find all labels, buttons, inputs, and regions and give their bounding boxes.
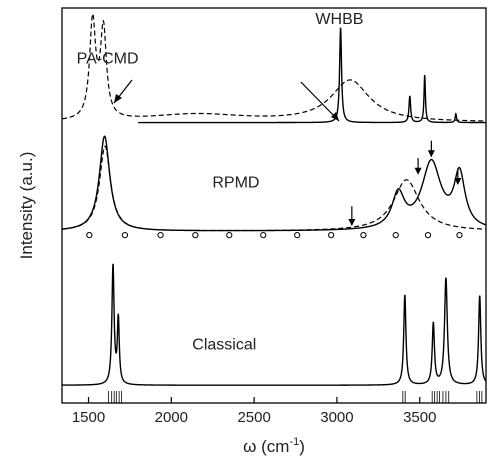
whbb-pointer-arrow (300, 81, 340, 122)
series-classical (62, 263, 487, 386)
x-tick-label: 2500 (237, 409, 270, 426)
arrow-marker (454, 168, 462, 185)
circle-marker (260, 232, 267, 239)
circle-marker (294, 232, 301, 239)
curves-layer (61, 12, 487, 386)
circle-marker (192, 232, 199, 239)
arrow-marker (348, 206, 356, 227)
circle-marker (392, 232, 399, 239)
label-whbb: WHBB (315, 11, 363, 28)
circle-marker (456, 232, 463, 239)
x-axis-label-main: ω (cm (243, 437, 289, 456)
arrow-marker (414, 158, 422, 175)
x-tick-label: 2000 (155, 409, 188, 426)
y-axis-label: Intensity (a.u.) (17, 152, 36, 260)
circle-marker (121, 232, 129, 239)
pa-cmd-pointer-arrow (113, 79, 133, 104)
plot-frame (61, 7, 487, 404)
x-axis-label-close: ) (299, 437, 305, 456)
x-axis-ticks: 1500 2000 2500 3000 3500 (72, 397, 436, 426)
circle-marker (360, 232, 367, 239)
x-tick-label: 3000 (320, 409, 353, 426)
x-tick-label: 1500 (72, 409, 105, 426)
circle-marker (86, 232, 93, 239)
series-whbb (138, 27, 486, 124)
label-rpmd: RPMD (212, 175, 259, 192)
label-pa-cmd: PA-CMD (77, 50, 139, 67)
panel-labels: PA-CMD WHBB RPMD Classical (77, 11, 364, 354)
series-pa-cmd (61, 12, 486, 122)
circle-marker (424, 232, 432, 239)
x-axis-label: ω (cm-1) (243, 436, 305, 456)
label-classical: Classical (192, 337, 256, 354)
x-axis-label-sup: -1 (289, 436, 299, 448)
circle-marker (157, 232, 164, 239)
circle-marker (226, 232, 233, 239)
series-rpmd-solid (61, 135, 487, 232)
series-rpmd-dashed (61, 145, 486, 232)
marks-layer (86, 79, 483, 403)
arrow-marker (427, 140, 435, 158)
x-tick-label: 3500 (403, 409, 436, 426)
circle-marker (328, 232, 335, 239)
